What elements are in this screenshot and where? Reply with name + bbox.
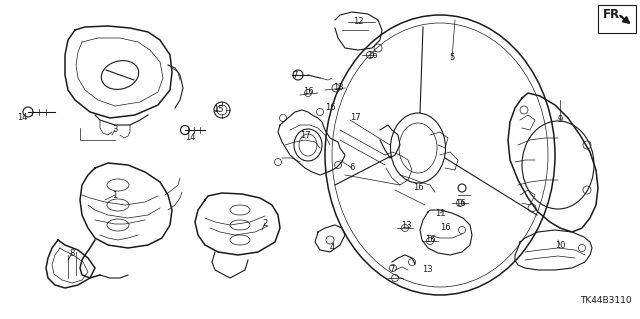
- Text: 11: 11: [435, 209, 445, 218]
- Text: 2: 2: [262, 219, 268, 227]
- Text: 3: 3: [112, 125, 118, 135]
- Text: TK44B3110: TK44B3110: [580, 296, 632, 305]
- Text: 13: 13: [333, 84, 343, 93]
- Text: 16: 16: [303, 87, 314, 97]
- Text: 13: 13: [422, 265, 432, 275]
- Text: 6: 6: [349, 164, 355, 173]
- Text: 17: 17: [300, 130, 310, 139]
- Text: 14: 14: [185, 132, 195, 142]
- Text: 13: 13: [401, 220, 412, 229]
- Text: 7: 7: [292, 70, 298, 79]
- Text: 8: 8: [69, 249, 75, 257]
- Text: 17: 17: [349, 113, 360, 122]
- Text: 16: 16: [367, 50, 378, 60]
- Text: 16: 16: [425, 235, 435, 244]
- Text: 1: 1: [113, 190, 118, 199]
- Text: 7: 7: [389, 265, 395, 275]
- Text: 9: 9: [557, 115, 563, 124]
- Text: 14: 14: [17, 113, 28, 122]
- Text: 5: 5: [449, 54, 454, 63]
- Text: 16: 16: [413, 183, 423, 192]
- Text: FR.: FR.: [603, 8, 625, 20]
- Text: 15: 15: [212, 106, 223, 115]
- Text: 16: 16: [324, 103, 335, 113]
- Text: 10: 10: [555, 241, 565, 249]
- Text: 16: 16: [440, 224, 451, 233]
- Text: 16: 16: [454, 198, 465, 207]
- Text: 12: 12: [353, 18, 364, 26]
- Text: 4: 4: [330, 243, 335, 253]
